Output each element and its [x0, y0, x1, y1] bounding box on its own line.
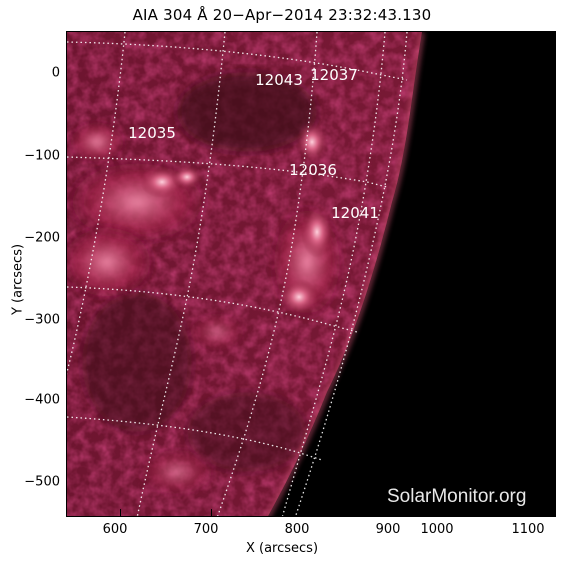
watermark: SolarMonitor.org — [387, 486, 527, 507]
x-tick-label: 1000 — [420, 522, 454, 537]
x-tick-mark — [484, 509, 485, 517]
y-axis-label: Y (arcsecs) — [10, 243, 26, 316]
x-tick-mark — [120, 509, 121, 517]
y-tick-label: −300 — [24, 312, 60, 328]
x-tick-label: 800 — [284, 522, 310, 537]
x-tick-mark — [393, 509, 394, 517]
active-region-label: 12043 — [255, 71, 303, 89]
y-tick-label: −400 — [24, 392, 60, 408]
x-tick-label: 900 — [375, 522, 401, 537]
x-tick-mark — [211, 509, 212, 517]
active-region-label: 12035 — [128, 124, 176, 142]
x-tick-label: 1100 — [511, 522, 545, 537]
x-tick-label: 700 — [193, 522, 219, 537]
y-tick-label: −100 — [24, 148, 60, 164]
active-region-label: 12041 — [331, 204, 379, 222]
active-region-label: 12036 — [289, 161, 337, 179]
heliographic-grid — [67, 32, 408, 516]
image-title: AIA 304 Å 20−Apr−2014 23:32:43.130 — [132, 6, 432, 24]
solar-disk-svg — [67, 32, 555, 516]
solar-disk — [67, 32, 422, 516]
x-tick-mark — [302, 509, 303, 517]
y-tick-label: −500 — [24, 474, 60, 490]
solar-image-panel — [66, 31, 556, 517]
y-tick-label: 0 — [51, 65, 60, 81]
active-region-label: 12037 — [310, 66, 358, 84]
x-tick-label: 600 — [102, 522, 128, 537]
y-tick-label: −200 — [24, 230, 60, 246]
x-axis-label: X (arcsecs) — [245, 541, 319, 556]
